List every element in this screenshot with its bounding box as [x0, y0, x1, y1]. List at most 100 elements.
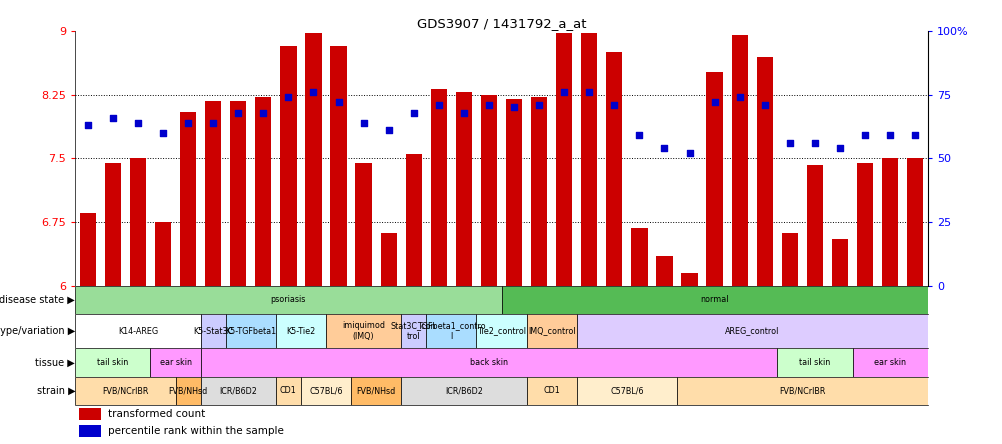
Text: genotype/variation ▶: genotype/variation ▶: [0, 326, 75, 336]
Point: [280, 94, 297, 101]
Bar: [576, 377, 676, 405]
Bar: [852, 349, 927, 377]
Point: [581, 89, 597, 96]
Bar: [301, 377, 351, 405]
Bar: [455, 92, 472, 285]
Bar: [605, 52, 622, 285]
Bar: [530, 97, 547, 285]
Bar: [401, 313, 426, 349]
Bar: [781, 233, 798, 285]
Bar: [401, 377, 526, 405]
Bar: [150, 349, 200, 377]
Bar: [426, 313, 476, 349]
Bar: [881, 159, 898, 285]
Point: [205, 119, 221, 126]
Point: [757, 101, 773, 108]
Point: [256, 109, 272, 116]
Point: [782, 139, 798, 147]
Bar: [756, 56, 773, 285]
Text: CD1: CD1: [543, 386, 559, 395]
Point: [481, 101, 497, 108]
Bar: [229, 101, 246, 285]
Bar: [104, 163, 121, 285]
Point: [505, 104, 521, 111]
Point: [832, 145, 848, 152]
Bar: [154, 222, 171, 285]
Point: [882, 132, 898, 139]
Point: [706, 99, 722, 106]
Bar: [330, 46, 347, 285]
Bar: [430, 89, 447, 285]
Text: FVB/NCrIBR: FVB/NCrIBR: [102, 386, 148, 395]
Text: psoriasis: psoriasis: [271, 295, 306, 304]
Bar: [501, 285, 927, 313]
Bar: [476, 313, 526, 349]
Text: IMQ_control: IMQ_control: [527, 327, 575, 336]
Text: K5-TGFbeta1: K5-TGFbeta1: [225, 327, 276, 336]
Bar: [576, 313, 927, 349]
Bar: [225, 313, 276, 349]
Text: FVB/NHsd: FVB/NHsd: [168, 386, 207, 395]
Text: CD1: CD1: [280, 386, 297, 395]
Bar: [906, 159, 923, 285]
Bar: [179, 111, 196, 285]
Bar: [405, 154, 422, 285]
Bar: [79, 424, 100, 437]
Bar: [480, 95, 497, 285]
Point: [531, 101, 547, 108]
Text: tissue ▶: tissue ▶: [35, 357, 75, 368]
Bar: [75, 349, 150, 377]
Point: [807, 139, 823, 147]
Point: [907, 132, 923, 139]
Text: AREG_control: AREG_control: [724, 327, 779, 336]
Bar: [355, 163, 372, 285]
Text: transformed count: transformed count: [107, 409, 204, 420]
Point: [356, 119, 372, 126]
Bar: [200, 349, 777, 377]
Text: Tie2_control: Tie2_control: [477, 327, 525, 336]
Bar: [129, 159, 146, 285]
Text: C57BL/6: C57BL/6: [309, 386, 343, 395]
Bar: [730, 36, 747, 285]
Text: K5-Stat3C: K5-Stat3C: [192, 327, 233, 336]
Text: C57BL/6: C57BL/6: [609, 386, 643, 395]
Point: [556, 89, 572, 96]
Bar: [305, 33, 322, 285]
Text: FVB/NHsd: FVB/NHsd: [356, 386, 396, 395]
Bar: [280, 46, 297, 285]
Bar: [79, 214, 96, 285]
Point: [306, 89, 322, 96]
Bar: [75, 377, 175, 405]
Bar: [79, 408, 100, 420]
Text: percentile rank within the sample: percentile rank within the sample: [107, 426, 284, 436]
Text: imiquimod
(IMQ): imiquimod (IMQ): [342, 321, 385, 341]
Text: ear skin: ear skin: [874, 358, 905, 367]
Bar: [276, 313, 326, 349]
Point: [180, 119, 196, 126]
Point: [730, 94, 746, 101]
Point: [381, 127, 397, 134]
Bar: [326, 313, 401, 349]
Point: [331, 99, 347, 106]
Bar: [200, 377, 276, 405]
Text: back skin: back skin: [470, 358, 507, 367]
Bar: [204, 101, 221, 285]
Bar: [630, 228, 647, 285]
Bar: [255, 97, 272, 285]
Point: [154, 129, 170, 136]
Bar: [200, 313, 225, 349]
Point: [130, 119, 146, 126]
Bar: [380, 233, 397, 285]
Text: ear skin: ear skin: [159, 358, 191, 367]
Text: K5-Tie2: K5-Tie2: [286, 327, 316, 336]
Bar: [680, 273, 697, 285]
Point: [605, 101, 621, 108]
Point: [405, 109, 422, 116]
Text: ICR/B6D2: ICR/B6D2: [445, 386, 482, 395]
Bar: [777, 349, 852, 377]
Bar: [705, 72, 722, 285]
Bar: [831, 239, 848, 285]
Text: tail skin: tail skin: [799, 358, 830, 367]
Bar: [580, 33, 597, 285]
Text: FVB/NCrIBR: FVB/NCrIBR: [779, 386, 825, 395]
